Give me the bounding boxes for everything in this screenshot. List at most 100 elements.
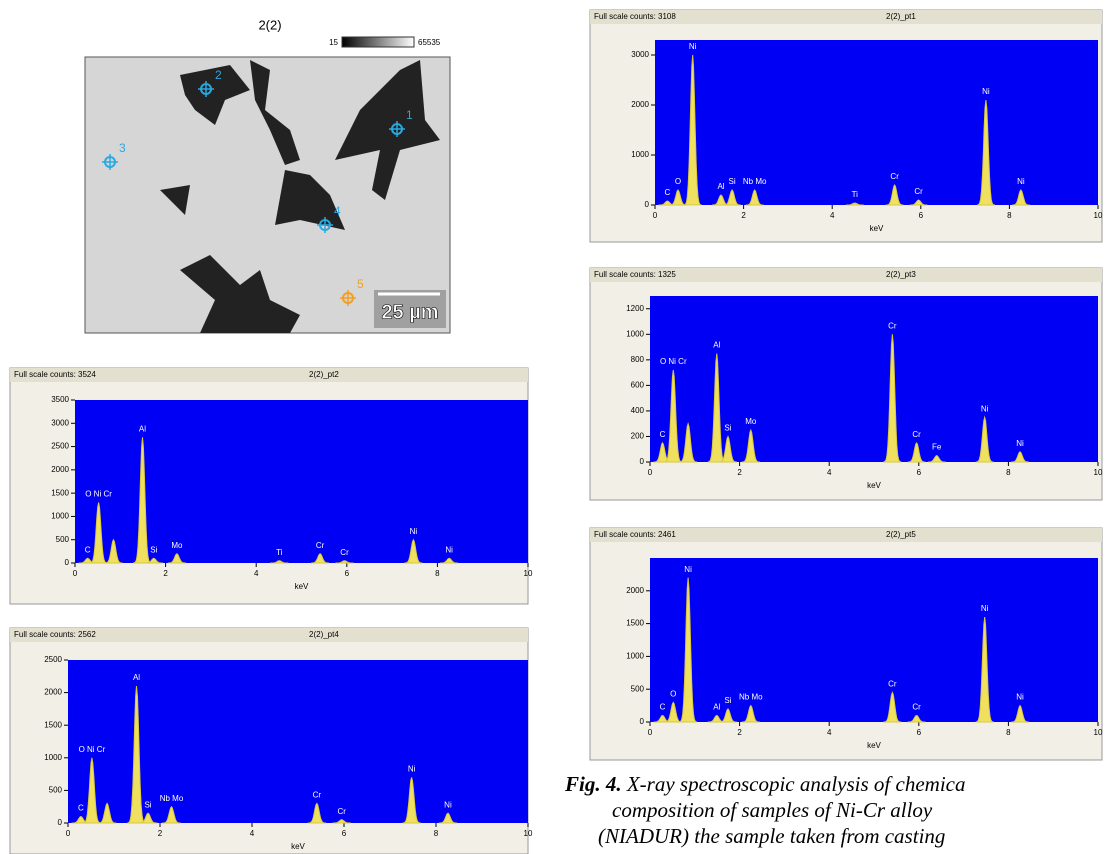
y-tick-label: 3000 (51, 418, 69, 427)
peak-label: Si (724, 696, 731, 705)
peak-label: C (660, 430, 666, 439)
y-tick-label: 600 (631, 380, 645, 389)
spectrum-header-right: 2(2)_pt5 (886, 530, 916, 539)
x-tick-label: 6 (342, 829, 347, 838)
peak-label: Cr (337, 807, 346, 816)
x-tick-label: 6 (917, 728, 922, 737)
y-tick-label: 0 (640, 717, 645, 726)
y-tick-label: 500 (49, 786, 63, 795)
point-label: 1 (406, 108, 413, 122)
micrograph: 25 µm (85, 57, 450, 333)
x-axis-label: keV (867, 481, 881, 490)
y-tick-label: 0 (640, 457, 645, 466)
peak-label: Cr (914, 187, 923, 196)
y-tick-label: 1000 (51, 512, 69, 521)
caption: Fig. 4. X-ray spectroscopic analysis of … (564, 772, 965, 796)
y-tick-label: 1500 (44, 720, 62, 729)
spectrum-header-right: 2(2)_pt3 (886, 270, 916, 279)
y-tick-label: 2000 (631, 100, 649, 109)
plot-area (655, 40, 1098, 205)
spectrum-header-left: Full scale counts: 3524 (14, 370, 96, 379)
page: 2(2) 15 65535 25 µm 12345 Full scale cou… (0, 0, 1107, 854)
x-axis-label: keV (870, 224, 884, 233)
spectrum-header-right: 2(2)_pt4 (309, 630, 339, 639)
peak-label: C (78, 804, 84, 813)
y-tick-label: 1200 (626, 304, 644, 313)
peak-label: O Ni Cr (660, 357, 687, 366)
spectrum-header-left: Full scale counts: 1325 (594, 270, 676, 279)
y-tick-label: 0 (645, 200, 650, 209)
x-tick-label: 4 (830, 211, 835, 220)
x-tick-label: 8 (434, 829, 439, 838)
y-tick-label: 200 (631, 432, 645, 441)
x-tick-label: 8 (1006, 468, 1011, 477)
x-tick-label: 2 (158, 829, 163, 838)
x-tick-label: 6 (345, 569, 350, 578)
peak-label: Mo (171, 541, 183, 550)
peak-label: Ni (410, 527, 418, 536)
colorbar (342, 37, 414, 47)
x-tick-label: 2 (737, 468, 742, 477)
peak-label: Ni (689, 42, 697, 51)
x-tick-label: 10 (1094, 468, 1103, 477)
peak-label: Cr (912, 430, 921, 439)
peak-label: Ni (981, 604, 989, 613)
peak-label: Ni (408, 764, 416, 773)
peak-label: Si (724, 424, 731, 433)
x-tick-label: 0 (66, 829, 71, 838)
y-tick-label: 3500 (51, 395, 69, 404)
spectrum: Full scale counts: 35242(2)_pt2050010001… (10, 368, 533, 604)
caption-line: composition of samples of Ni-Cr alloy (612, 798, 933, 822)
peak-label: Ti (276, 548, 283, 557)
x-tick-label: 0 (648, 468, 653, 477)
x-tick-label: 4 (827, 468, 832, 477)
y-tick-label: 1500 (626, 619, 644, 628)
x-tick-label: 8 (1006, 728, 1011, 737)
y-tick-label: 500 (631, 684, 645, 693)
x-axis-label: keV (295, 582, 309, 591)
scale-bar-label: 25 µm (381, 301, 438, 323)
x-tick-label: 10 (524, 569, 533, 578)
x-tick-label: 4 (254, 569, 259, 578)
x-tick-label: 6 (919, 211, 924, 220)
micrograph-title: 2(2) (258, 17, 281, 32)
peak-label: Ni (1016, 693, 1024, 702)
peak-label: Cr (888, 321, 897, 330)
peak-label: Al (139, 424, 146, 433)
caption-line: X-ray spectroscopic analysis of chemica (622, 772, 966, 796)
spectrum-header-left: Full scale counts: 2461 (594, 530, 676, 539)
y-tick-label: 500 (56, 535, 70, 544)
peak-label: Al (713, 341, 720, 350)
x-tick-label: 4 (827, 728, 832, 737)
x-tick-label: 2 (737, 728, 742, 737)
y-tick-label: 1000 (631, 150, 649, 159)
x-tick-label: 10 (524, 829, 533, 838)
x-tick-label: 0 (653, 211, 658, 220)
spectrum: Full scale counts: 25622(2)_pt4050010001… (10, 628, 533, 854)
y-tick-label: 0 (58, 818, 63, 827)
peak-label: C (85, 545, 91, 554)
x-tick-label: 2 (741, 211, 746, 220)
y-tick-label: 2000 (44, 688, 62, 697)
x-tick-label: 8 (1007, 211, 1012, 220)
peak-label: Cr (340, 548, 349, 557)
caption-line: (NIADUR) the sample taken from casting (598, 824, 945, 848)
peak-label: Nb Mo (160, 794, 184, 803)
x-tick-label: 10 (1094, 211, 1103, 220)
y-tick-label: 400 (631, 406, 645, 415)
figure: 2(2) 15 65535 25 µm 12345 Full scale cou… (0, 0, 1107, 854)
caption-label: Fig. 4. (564, 772, 622, 796)
x-tick-label: 2 (163, 569, 168, 578)
y-tick-label: 2500 (44, 655, 62, 664)
peak-label: Al (133, 673, 140, 682)
peak-label: Ni (684, 565, 692, 574)
y-tick-label: 2000 (626, 586, 644, 595)
point-label: 3 (119, 141, 126, 155)
spectrum-header-left: Full scale counts: 2562 (14, 630, 96, 639)
point-label: 2 (215, 68, 222, 82)
x-tick-label: 4 (250, 829, 255, 838)
x-tick-label: 6 (917, 468, 922, 477)
peak-label: O Ni Cr (79, 745, 106, 754)
spectrum: Full scale counts: 13252(2)_pt3020040060… (590, 268, 1103, 500)
